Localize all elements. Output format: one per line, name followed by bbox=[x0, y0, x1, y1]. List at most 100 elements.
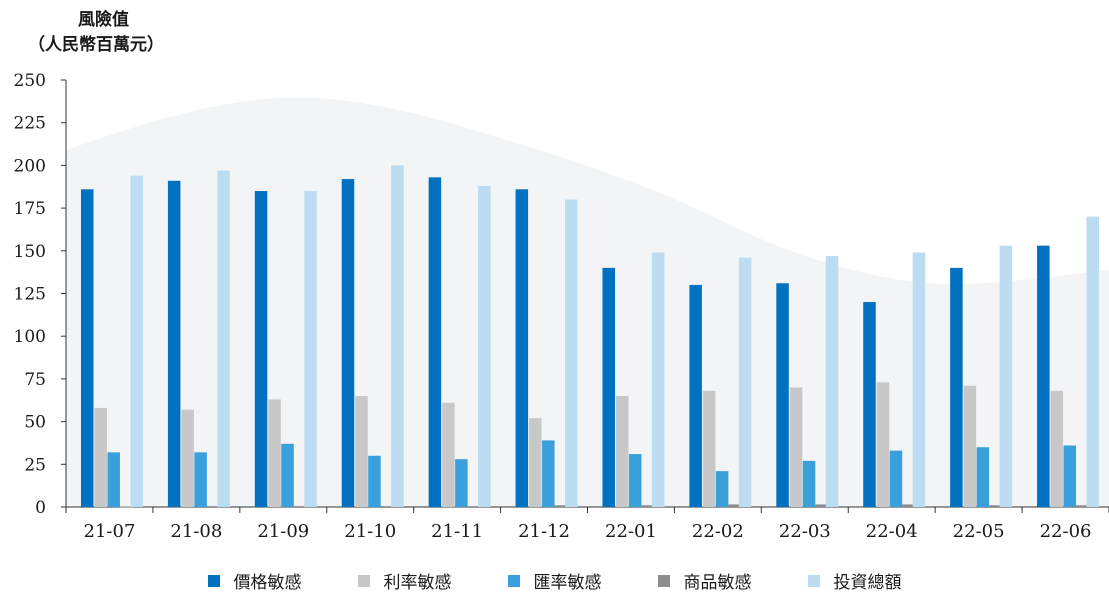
bar-5-22-01 bbox=[651, 252, 665, 507]
bar-5-22-03 bbox=[825, 255, 839, 507]
legend-label: 投資總額 bbox=[833, 573, 902, 593]
legend-swatch bbox=[207, 574, 220, 587]
legend-swatch bbox=[507, 574, 520, 587]
bar-2-22-06 bbox=[1050, 390, 1064, 507]
bar-4-22-06 bbox=[1076, 505, 1089, 507]
bar-3-21-07 bbox=[107, 452, 120, 507]
y-tick-label: 25 bbox=[24, 455, 46, 475]
bar-3-22-01 bbox=[628, 454, 642, 507]
legend-swatch bbox=[357, 574, 370, 587]
bar-3-22-02 bbox=[715, 471, 729, 507]
bar-2-21-12 bbox=[529, 418, 542, 507]
x-tick-label: 21-10 bbox=[344, 521, 396, 542]
bar-1-22-06 bbox=[1037, 245, 1050, 507]
x-tick-label: 21-09 bbox=[257, 521, 309, 542]
bar-4-21-08 bbox=[206, 506, 220, 507]
bar-2-21-10 bbox=[355, 395, 368, 507]
y-tick-label: 225 bbox=[14, 114, 46, 134]
bar-4-22-02 bbox=[728, 504, 741, 507]
bar-1-21-07 bbox=[80, 189, 94, 507]
y-axis-title-line-2: （人民幣百萬元） bbox=[28, 35, 164, 55]
bar-2-21-07 bbox=[94, 407, 107, 507]
bar-5-22-06 bbox=[1086, 216, 1100, 507]
legend-item: 商品敏感 bbox=[657, 568, 752, 593]
bar-2-22-02 bbox=[702, 390, 716, 507]
bar-3-21-12 bbox=[542, 440, 555, 507]
x-tick-label: 22-02 bbox=[692, 521, 744, 542]
bar-1-21-10 bbox=[341, 179, 355, 507]
axes: 0 25 50 75 100 125 150 175 200 225 250 21-07 21-08 21… bbox=[14, 71, 1109, 542]
bar-5-21-10 bbox=[391, 165, 404, 507]
bar-1-21-11 bbox=[428, 177, 442, 507]
legend-item: 價格敏感 bbox=[207, 568, 302, 593]
legend: 價格敏感 利率敏感 匯率敏感 商品敏感 投資總額 bbox=[0, 568, 1109, 593]
x-tick-label: 22-05 bbox=[953, 521, 1005, 542]
bar-4-21-11 bbox=[467, 506, 481, 507]
bar-3-22-03 bbox=[802, 460, 816, 507]
legend-label: 價格敏感 bbox=[233, 573, 302, 593]
x-tick-label: 22-01 bbox=[605, 521, 657, 542]
bar-3-22-06 bbox=[1063, 445, 1077, 507]
bar-1-21-12 bbox=[515, 189, 529, 507]
x-tick-label: 22-06 bbox=[1040, 521, 1092, 542]
bar-5-21-08 bbox=[217, 170, 230, 508]
bar-5-21-12 bbox=[565, 199, 578, 507]
legend-swatch bbox=[657, 574, 670, 587]
y-tick-label: 175 bbox=[14, 199, 46, 219]
bar-4-21-12 bbox=[554, 505, 568, 507]
bar-3-21-11 bbox=[455, 459, 468, 507]
y-tick-label: 150 bbox=[14, 242, 46, 262]
legend-item: 投資總額 bbox=[807, 568, 902, 593]
bar-4-22-01 bbox=[641, 505, 654, 507]
bar-3-22-04 bbox=[889, 450, 903, 507]
bar-3-22-05 bbox=[976, 447, 990, 507]
watermark-shape bbox=[66, 97, 1109, 507]
bar-2-22-01 bbox=[615, 395, 629, 507]
x-tick-label: 21-12 bbox=[518, 521, 570, 542]
bar-4-21-10 bbox=[380, 506, 394, 507]
y-tick-label: 75 bbox=[24, 370, 46, 390]
bar-3-21-08 bbox=[194, 452, 207, 507]
legend-item: 匯率敏感 bbox=[507, 568, 602, 593]
x-tick-label: 21-11 bbox=[431, 521, 483, 542]
bar-5-22-05 bbox=[999, 245, 1013, 507]
y-tick-label: 200 bbox=[14, 156, 46, 176]
bar-4-21-07 bbox=[119, 506, 133, 508]
y-tick-label: 100 bbox=[14, 327, 46, 347]
x-tick-label: 21-07 bbox=[84, 521, 136, 542]
bar-4-22-03 bbox=[815, 504, 828, 507]
bar-1-22-01 bbox=[602, 267, 615, 507]
bar-1-22-05 bbox=[950, 267, 963, 507]
y-axis-title-line-1: 風險值 bbox=[78, 10, 129, 30]
bar-1-22-04 bbox=[863, 302, 876, 507]
legend-label: 商品敏感 bbox=[683, 573, 752, 593]
bar-1-21-08 bbox=[167, 180, 181, 507]
bar-4-21-09 bbox=[293, 506, 307, 507]
bar-4-22-05 bbox=[989, 505, 1002, 507]
legend-label: 匯率敏感 bbox=[533, 573, 602, 593]
bar-1-22-02 bbox=[689, 284, 702, 507]
bar-5-22-02 bbox=[738, 257, 752, 507]
bar-2-22-03 bbox=[789, 387, 803, 507]
background-watermark bbox=[66, 97, 1109, 507]
bar-2-21-08 bbox=[181, 409, 194, 507]
legend-label: 利率敏感 bbox=[383, 573, 452, 593]
y-axis-title: 風險值 （人民幣百萬元） bbox=[28, 8, 164, 58]
x-tick-label: 22-04 bbox=[866, 521, 918, 542]
legend-item: 利率敏感 bbox=[357, 568, 452, 593]
bar-5-21-09 bbox=[304, 191, 317, 507]
bar-4-22-04 bbox=[902, 504, 915, 507]
bar-2-21-09 bbox=[268, 399, 281, 507]
y-tick-label: 250 bbox=[14, 71, 46, 91]
bar-5-22-04 bbox=[912, 252, 926, 507]
bar-2-22-04 bbox=[876, 382, 890, 507]
bar-1-22-03 bbox=[776, 283, 789, 507]
bar-1-21-09 bbox=[254, 191, 268, 507]
y-tick-label: 0 bbox=[35, 498, 46, 518]
bars bbox=[80, 165, 1100, 508]
bar-3-21-09 bbox=[281, 443, 294, 507]
bar-2-21-11 bbox=[442, 402, 455, 507]
y-tick-label: 50 bbox=[24, 413, 46, 433]
